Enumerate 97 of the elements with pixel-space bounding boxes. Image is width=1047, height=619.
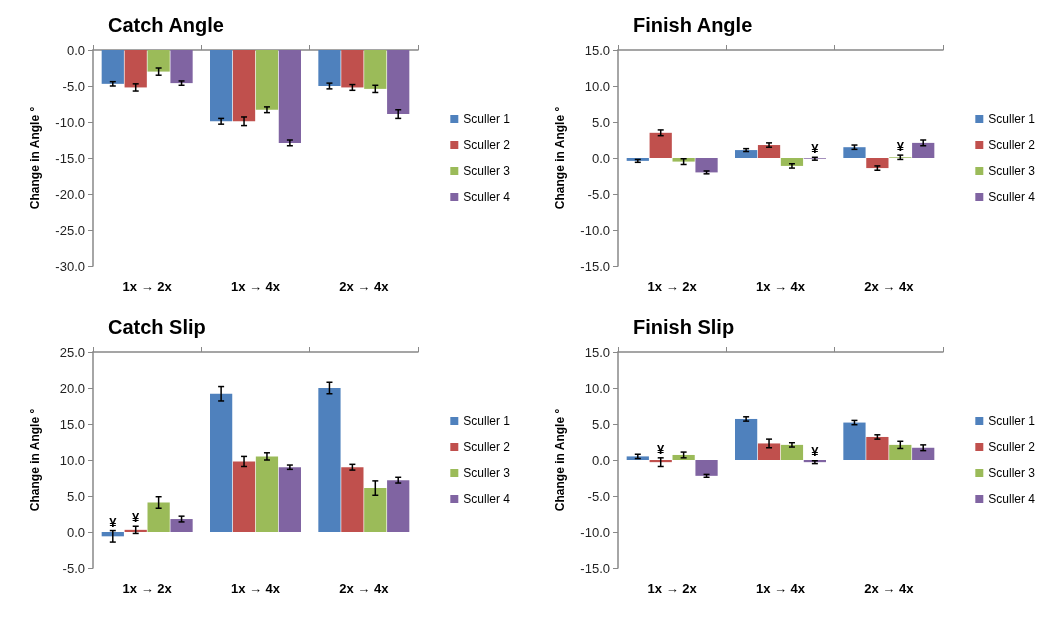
- chart-title: Finish Slip: [633, 316, 735, 338]
- data-label: ¥: [811, 444, 820, 459]
- y-axis-title: Change in Angle °: [28, 408, 42, 512]
- x-tick-label: 1x → 2x: [647, 279, 698, 294]
- legend-label: Sculler 1: [463, 112, 511, 126]
- x-tick-label: 2x → 4x: [339, 581, 390, 596]
- data-label: ¥: [896, 139, 905, 155]
- bar: [866, 436, 889, 460]
- bar: [780, 444, 804, 460]
- y-axis-title: Change in Angle °: [28, 106, 42, 210]
- x-tick-label: 2x → 4x: [339, 279, 390, 294]
- legend-label: Sculler 1: [988, 414, 1036, 428]
- y-tick-label: -10.0: [580, 524, 610, 540]
- legend-label: Sculler 4: [463, 190, 511, 204]
- bar: [912, 142, 935, 158]
- x-tick-label: 1x → 4x: [755, 279, 806, 294]
- y-tick-label: -15.0: [580, 560, 610, 576]
- legend-label: Sculler 1: [988, 112, 1036, 126]
- y-tick-label: 10.0: [59, 452, 85, 468]
- data-label: ¥: [811, 141, 820, 157]
- bar: [170, 519, 193, 532]
- data-label: ¥: [132, 510, 141, 526]
- bar: [695, 158, 718, 173]
- y-tick-label: 15.0: [59, 416, 85, 432]
- y-tick-label: 0.0: [66, 524, 85, 540]
- bar: [672, 158, 695, 162]
- y-tick-label: -20.0: [55, 186, 85, 202]
- chart-title: Catch Slip: [108, 316, 206, 338]
- bar: [757, 443, 781, 460]
- y-tick-label: -30.0: [55, 258, 85, 274]
- bar: [843, 147, 866, 158]
- x-tick-label: 1x → 2x: [647, 581, 698, 596]
- y-tick-label: 15.0: [584, 344, 610, 360]
- bar: [843, 422, 866, 460]
- y-tick-label: -5.0: [62, 78, 85, 94]
- bar: [757, 145, 781, 158]
- chart-title: Finish Angle: [633, 14, 753, 36]
- x-tick-label: 1x → 4x: [755, 581, 806, 596]
- y-tick-label: 20.0: [59, 380, 85, 396]
- x-tick-label: 1x → 2x: [122, 581, 173, 596]
- y-tick-label: -25.0: [55, 222, 85, 238]
- x-tick-label: 1x → 4x: [230, 581, 281, 596]
- legend-label: Sculler 4: [988, 492, 1036, 506]
- bar: [735, 418, 758, 460]
- chart-title: Catch Angle: [108, 14, 224, 36]
- bar: [278, 467, 301, 532]
- legend-label: Sculler 3: [988, 466, 1036, 480]
- bar: [889, 444, 912, 460]
- x-tick-label: 1x → 4x: [230, 279, 281, 294]
- bar: [318, 388, 341, 532]
- y-tick-label: 5.0: [591, 416, 610, 432]
- bar: [649, 132, 672, 158]
- y-tick-label: -5.0: [62, 560, 85, 576]
- y-tick-label: 15.0: [584, 42, 610, 58]
- bar: [866, 158, 889, 169]
- legend-label: Sculler 4: [463, 492, 511, 506]
- bar: [780, 158, 804, 166]
- x-tick-label: 2x → 4x: [864, 581, 915, 596]
- legend-label: Sculler 1: [463, 414, 511, 428]
- y-tick-label: -10.0: [55, 114, 85, 130]
- y-tick-label: -15.0: [580, 258, 610, 274]
- legend-label: Sculler 3: [463, 466, 511, 480]
- y-tick-label: -5.0: [587, 488, 610, 504]
- bar: [387, 480, 410, 532]
- bar: [147, 502, 170, 532]
- y-axis-title: Change in Angle °: [553, 106, 567, 210]
- bar: [341, 467, 364, 532]
- y-tick-label: 25.0: [59, 344, 85, 360]
- y-axis-title: Change in Angle °: [553, 408, 567, 512]
- bar: [210, 393, 233, 532]
- y-tick-label: 0.0: [66, 42, 85, 58]
- bar: [695, 460, 718, 476]
- y-tick-label: -5.0: [587, 186, 610, 202]
- bar: [255, 456, 279, 532]
- y-tick-label: -15.0: [55, 150, 85, 166]
- bar: [912, 447, 935, 460]
- y-tick-label: 0.0: [591, 150, 610, 166]
- legend-label: Sculler 2: [463, 138, 511, 152]
- data-label: ¥: [109, 514, 118, 530]
- legend-label: Sculler 2: [988, 440, 1036, 454]
- bar: [232, 461, 256, 532]
- bar: [364, 488, 387, 532]
- y-tick-label: -10.0: [580, 222, 610, 238]
- y-tick-label: 10.0: [584, 380, 610, 396]
- y-tick-label: 5.0: [66, 488, 85, 504]
- x-tick-label: 1x → 2x: [122, 279, 173, 294]
- y-tick-label: 10.0: [584, 78, 610, 94]
- data-label: ¥: [657, 441, 666, 457]
- y-tick-label: 5.0: [591, 114, 610, 130]
- legend-label: Sculler 2: [988, 138, 1036, 152]
- x-tick-label: 2x → 4x: [864, 279, 915, 294]
- bar: [735, 150, 758, 158]
- y-tick-label: 0.0: [591, 452, 610, 468]
- legend-label: Sculler 3: [463, 164, 511, 178]
- legend-label: Sculler 3: [988, 164, 1036, 178]
- legend-label: Sculler 4: [988, 190, 1036, 204]
- legend-label: Sculler 2: [463, 440, 511, 454]
